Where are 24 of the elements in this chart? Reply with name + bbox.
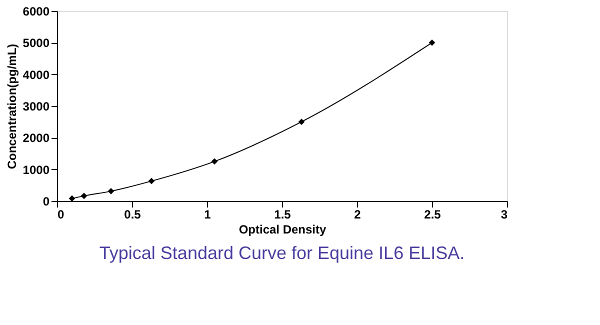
point (108, 188, 114, 194)
y-tick-label: 1000 (22, 162, 50, 177)
y-tick-label: 5000 (22, 36, 50, 50)
x-tick-label: 1 (204, 208, 212, 222)
y-tick-label: 3000 (22, 100, 50, 114)
point (68, 195, 76, 202)
y-tick-label: 0 (42, 194, 50, 208)
point (428, 40, 436, 46)
x-tick-label: 0 (58, 208, 64, 222)
x-tick-label: 2 (354, 208, 362, 222)
point (211, 158, 218, 165)
point (148, 178, 155, 184)
point (298, 118, 305, 125)
x-tick-label: 2.5 (424, 208, 442, 222)
x-tick-label: 1.5 (274, 208, 292, 222)
y-tick-label: 6000 (22, 4, 50, 18)
y-tick-label: 2000 (22, 131, 50, 146)
x-tick-label: 3 (500, 208, 508, 222)
text: Typical Standard Curve for Equine IL6 ELISA. (99, 243, 465, 263)
y-tick-label: 4000 (22, 68, 50, 82)
x-tick-label: 0.5 (124, 208, 142, 222)
y-axis-title: Concentration(pg/mL) (4, 44, 19, 170)
point (80, 192, 88, 200)
x-axis-title: Optical Density (238, 222, 327, 236)
